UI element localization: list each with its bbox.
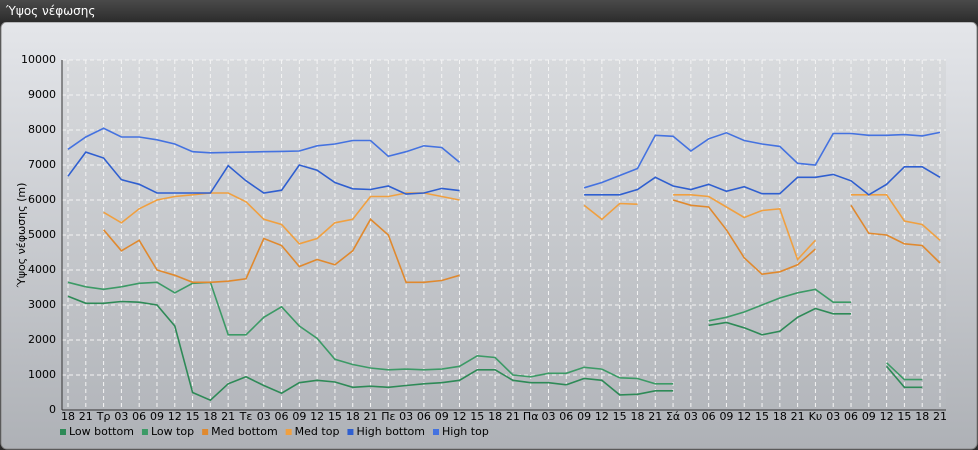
legend-label: High top [442, 425, 489, 438]
x-tick-label: 21 [933, 410, 947, 423]
legend-label: Med bottom [211, 425, 278, 438]
x-tick-label: 15 [613, 410, 627, 423]
x-tick-label: 18 [630, 410, 644, 423]
x-tick-label: 15 [897, 410, 911, 423]
x-tick-label: 18 [203, 410, 217, 423]
legend-label: High bottom [356, 425, 425, 438]
x-tick-label: Τρ [96, 410, 111, 423]
legend-label: Low bottom [69, 425, 134, 438]
x-tick-label: 12 [310, 410, 324, 423]
x-tick-label: 21 [221, 410, 235, 423]
series-line [67, 127, 941, 189]
series-line [67, 295, 923, 402]
x-tick-label: Σά [666, 410, 680, 423]
legend-label: Low top [151, 425, 194, 438]
legend-swatch [141, 429, 148, 435]
legend-swatch [433, 429, 439, 435]
x-tick-label: Τε [239, 410, 253, 423]
x-tick-label: 03 [826, 410, 840, 423]
y-tick-label: 8000 [28, 123, 56, 136]
y-tick-label: 6000 [28, 193, 56, 206]
x-tick-label: 03 [399, 410, 413, 423]
x-tick-label: 15 [755, 410, 769, 423]
y-tick-label: 2000 [28, 333, 56, 346]
x-tick-label: 15 [470, 410, 484, 423]
y-axis-label: Ύψος νέφωσης (m) [15, 183, 28, 289]
x-tick-label: 12 [880, 410, 894, 423]
x-tick-label: 21 [791, 410, 805, 423]
x-tick-label: 21 [506, 410, 520, 423]
x-tick-label: 09 [435, 410, 449, 423]
y-tick-label: 10000 [21, 53, 56, 66]
x-tick-label: 12 [453, 410, 467, 423]
x-tick-label: 06 [132, 410, 146, 423]
x-tick-label: 06 [702, 410, 716, 423]
legend-swatch [347, 429, 354, 435]
y-tick-label: 9000 [28, 88, 56, 101]
legend-swatch [202, 429, 209, 435]
x-tick-label: 09 [719, 410, 733, 423]
x-tick-label: 15 [186, 410, 200, 423]
x-tick-label: 06 [417, 410, 431, 423]
legend-label: Med top [295, 425, 340, 438]
title-bar: Ύψος νέφωσης [0, 0, 978, 22]
x-tick-label: 18 [773, 410, 787, 423]
x-tick-label: 21 [79, 410, 93, 423]
y-tick-label: 0 [49, 403, 56, 416]
series-line [103, 192, 941, 262]
x-tick-label: 09 [577, 410, 591, 423]
x-tick-label: 03 [541, 410, 555, 423]
chart-title: Ύψος νέφωσης [6, 4, 96, 18]
x-tick-label: 03 [257, 410, 271, 423]
series-line [67, 151, 941, 196]
x-tick-label: 03 [114, 410, 128, 423]
y-tick-label: 7000 [28, 158, 56, 171]
x-tick-label: 21 [648, 410, 662, 423]
legend-swatch [285, 429, 292, 435]
x-tick-label: 09 [862, 410, 876, 423]
y-tick-label: 3000 [28, 298, 56, 311]
x-tick-label: Κυ [809, 410, 823, 423]
y-tick-label: 1000 [28, 368, 56, 381]
x-tick-label: 18 [346, 410, 360, 423]
chart: Ύψος νέφωσης (m) 0 1000 2000 3000 4000 5000 60… [0, 22, 978, 450]
x-tick-label: 09 [150, 410, 164, 423]
x-tick-label: 03 [684, 410, 698, 423]
x-tick-label: 09 [292, 410, 306, 423]
x-tick-label: 18 [915, 410, 929, 423]
x-tick-label: Πα [523, 410, 539, 423]
x-tick-label: 15 [328, 410, 342, 423]
x-tick-label: Πε [381, 410, 395, 423]
series-line [67, 281, 923, 385]
x-tick-label: 12 [168, 410, 182, 423]
x-tick-label: 06 [844, 410, 858, 423]
x-tick-label: 21 [364, 410, 378, 423]
x-tick-label: 06 [559, 410, 573, 423]
y-tick-label: 4000 [28, 263, 56, 276]
x-tick-label: 18 [61, 410, 75, 423]
x-tick-label: 12 [595, 410, 609, 423]
x-tick-label: 18 [488, 410, 502, 423]
series-line [102, 199, 941, 284]
x-tick-label: 12 [737, 410, 751, 423]
legend-swatch [60, 429, 66, 435]
y-tick-label: 5000 [28, 228, 56, 241]
x-tick-label: 06 [275, 410, 289, 423]
